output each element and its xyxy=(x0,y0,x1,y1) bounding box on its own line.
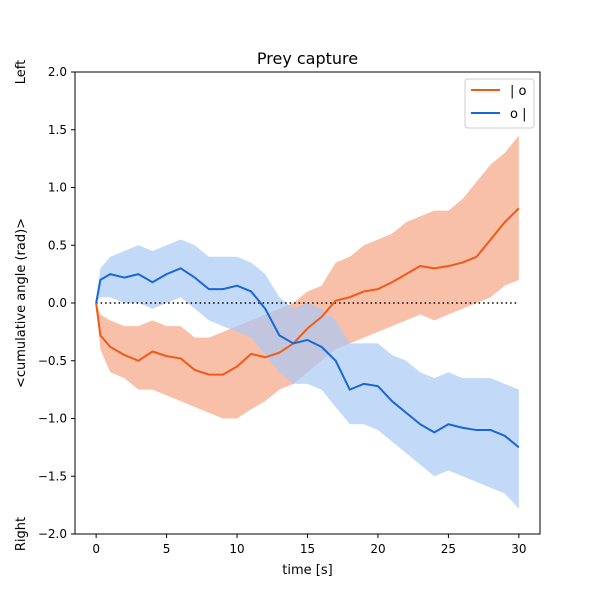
y-axis-ticks: −2.0 −1.5 −1.0 −0.5 0.0 0.5 1.0 1.5 2.0 xyxy=(38,65,75,541)
confidence-band-series-1 xyxy=(96,135,519,419)
x-tick-label: 20 xyxy=(370,542,385,556)
x-tick-label: 10 xyxy=(229,542,244,556)
y-tick-label: 1.0 xyxy=(48,181,67,195)
y-tick-label: 0.5 xyxy=(48,238,67,252)
legend: | o o | xyxy=(464,78,535,129)
y-tick-label: 1.5 xyxy=(48,123,67,137)
legend-label-series-2: o | xyxy=(510,107,526,122)
series-line-1 xyxy=(95,207,520,376)
y-tick-label: 2.0 xyxy=(48,65,67,79)
x-tick-label: 0 xyxy=(92,542,100,556)
series-line-2 xyxy=(95,267,520,449)
chart-title: Prey capture xyxy=(257,49,358,68)
y-tick-label: −1.0 xyxy=(38,412,67,426)
y-tick-label: −0.5 xyxy=(38,354,67,368)
y-tick-label: −2.0 xyxy=(38,527,67,541)
x-tick-label: 25 xyxy=(441,542,456,556)
y-tick-label: 0.0 xyxy=(48,296,67,310)
x-tick-label: 30 xyxy=(511,542,526,556)
x-axis-label: time [s] xyxy=(282,563,332,578)
confidence-bands xyxy=(96,135,519,509)
series-lines xyxy=(95,207,520,449)
y-axis-bottom-label: Right xyxy=(14,517,29,551)
x-axis-ticks: 0 5 10 15 20 25 30 xyxy=(92,534,527,556)
x-tick-label: 15 xyxy=(300,542,315,556)
confidence-band-series-2 xyxy=(96,239,519,509)
y-axis-top-label: Left xyxy=(14,60,29,84)
legend-label-series-1: | o xyxy=(510,84,527,99)
legend-box xyxy=(464,78,535,129)
y-tick-label: −1.5 xyxy=(38,469,67,483)
y-axis-label: <cumulative angle (rad)> xyxy=(14,218,29,388)
x-tick-label: 5 xyxy=(163,542,171,556)
